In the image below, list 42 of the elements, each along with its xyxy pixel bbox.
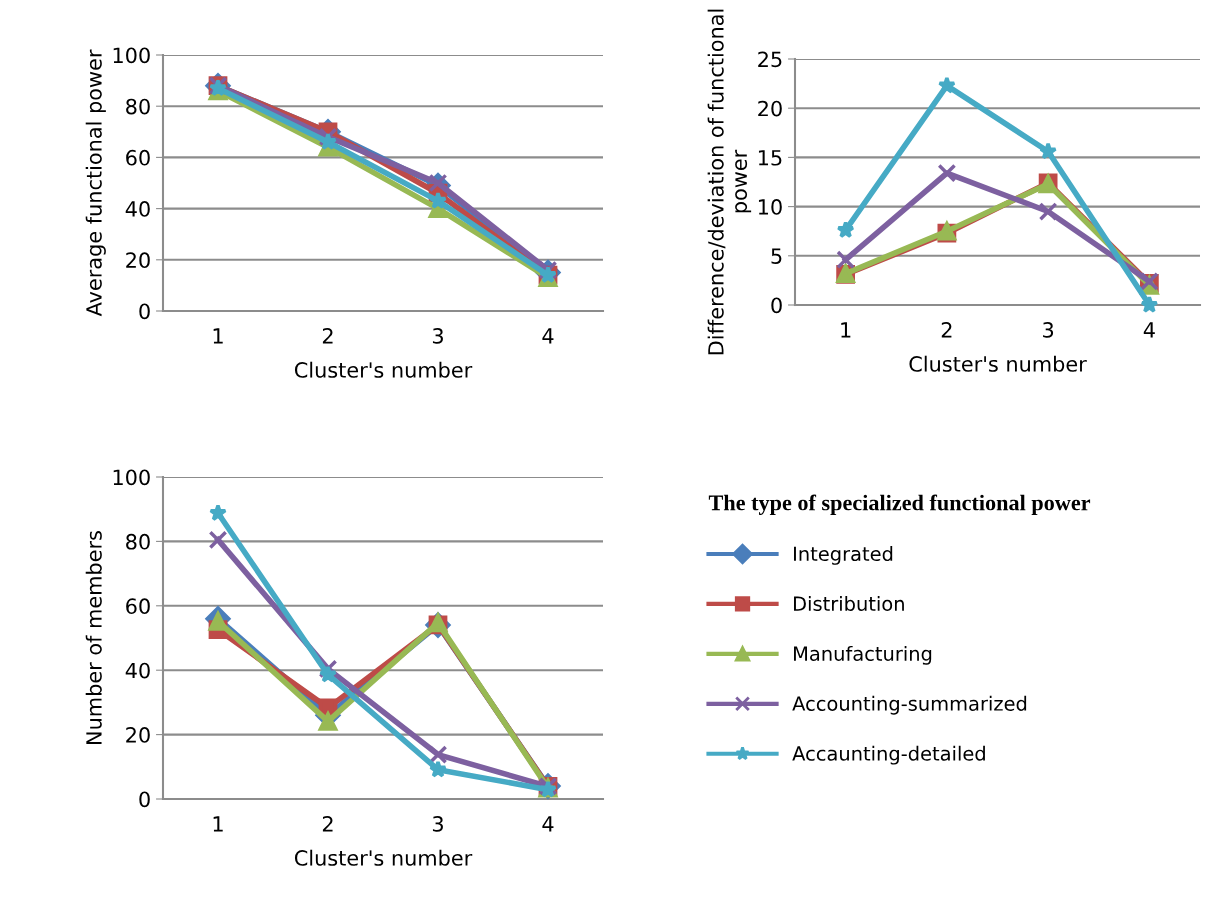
x-tick-label: 1 [213,816,223,832]
x-axis-title: Cluster's number [294,849,473,866]
y-tick-label: 100 [113,469,150,486]
x-tick-label: 3 [1043,322,1054,338]
x-tick-label: 2 [322,328,333,344]
y-tick-label: 25 [758,51,782,68]
x-axis-title: Cluster's number [909,355,1087,372]
y-tick-label: 20 [126,727,150,743]
y-tick-label: 0 [771,297,782,314]
y-tick-label: 80 [126,98,150,115]
y-tick-label: 10 [758,199,782,215]
legend-label: Accaunting-detailed [792,745,985,765]
x-tick-label: 2 [322,816,333,832]
y-tick-label: 60 [126,149,150,166]
x-tick-label: 1 [841,322,851,338]
y-tick-label: 5 [771,248,782,265]
x-tick-label: 4 [1143,322,1155,338]
legend-title: The type of specialized functional power [708,494,1091,515]
y-axis-title: Difference/deviation of functional power [707,9,752,355]
legend-label: Accounting-summarized [792,695,1027,715]
y-tick-label: 0 [139,791,150,808]
legend-label: Distribution [794,595,904,612]
y-tick-label: 15 [758,150,782,166]
x-tick-label: 3 [432,328,443,344]
x-tick-label: 4 [542,328,554,344]
x-axis-title: Cluster's number [294,361,473,378]
y-tick-label: 0 [139,303,150,320]
y-tick-label: 40 [125,662,150,679]
y-tick-label: 20 [126,252,150,269]
x-tick-label: 4 [542,816,554,832]
x-tick-label: 2 [941,322,952,338]
y-tick-label: 80 [126,533,150,550]
y-tick-label: 60 [126,598,150,615]
y-axis-title: Average functional power [85,49,106,317]
x-tick-label: 1 [213,328,223,344]
legend-label: Integrated [794,546,893,565]
y-tick-label: 40 [125,201,150,217]
y-axis-title: Number of members [85,531,102,744]
y-tick-label: 100 [113,47,150,64]
y-tick-label: 20 [758,100,782,117]
x-tick-label: 3 [432,816,443,832]
legend-label: Manufacturing [794,645,932,665]
